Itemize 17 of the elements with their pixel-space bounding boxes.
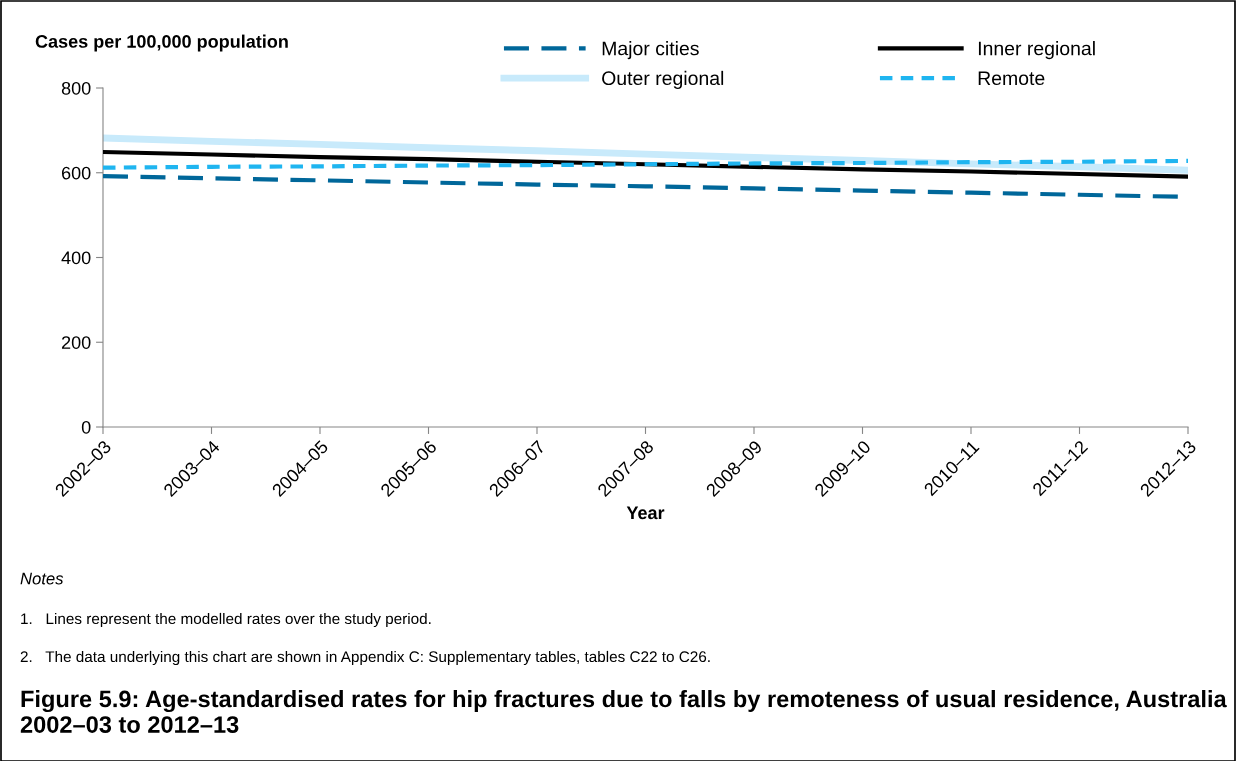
legend-label: Outer regional [602,70,724,89]
text: Figure 5.9: Age-standardised rates for hip fractures due to falls by remoteness of usual residence, Australia 2002–03 to 2012–13 [20,690,1227,733]
y-tick-label: 200 [61,336,91,349]
legend-label: Major cities [602,41,699,60]
line-series [103,158,1188,170]
x-axis-title: Year [626,506,665,520]
text: Notes [20,572,64,585]
legend-label: Remote [978,71,1045,86]
line-series [103,149,1188,179]
y-tick-label: 0 [81,420,91,434]
y-tick-label: 800 [61,81,91,95]
y-tick-label: 600 [61,166,91,180]
y-axis-title: Cases per 100,000 population [35,34,288,52]
legend-label: Inner regional [978,41,1095,60]
text: 2. The data underlying this chart are shown in Appendix C: Supplementary tables, tables C22 to C26. [20,650,710,666]
y-tick-label: 400 [61,251,91,265]
text: 1. Lines represent the modelled rates over the study period. [21,612,431,628]
